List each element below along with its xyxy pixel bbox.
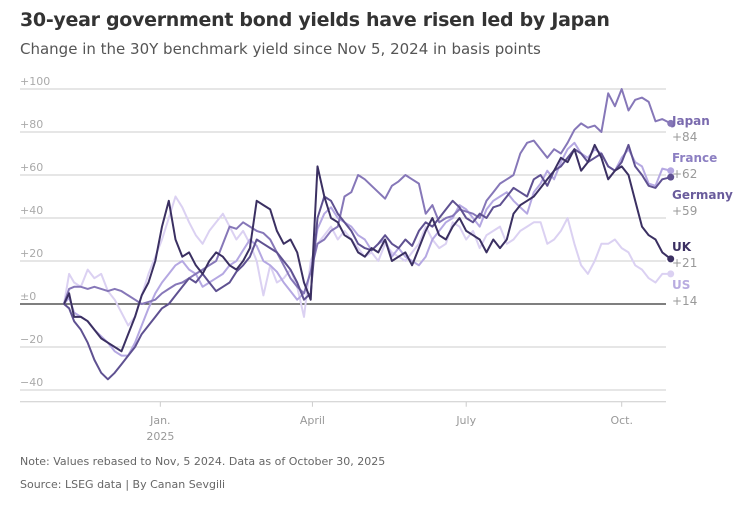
y-tick-label: +40 xyxy=(20,204,43,217)
legend-label-uk: UK xyxy=(672,240,692,254)
chart-source: Source: LSEG data | By Canan Sevgili xyxy=(20,478,226,491)
x-tick-label: Jan. xyxy=(149,414,170,427)
end-marker-us xyxy=(667,270,675,278)
legend: Japan +84 France +62 Germany +59 UK +21 US +14 xyxy=(671,114,733,308)
series-lines xyxy=(63,88,675,381)
series-line-france xyxy=(63,141,671,357)
legend-label-us: US xyxy=(672,278,690,292)
x-tick-sublabel: 2025 xyxy=(146,430,174,440)
y-tick-label: +100 xyxy=(20,75,50,88)
legend-value-france: +62 xyxy=(672,167,697,181)
x-axis: Jan. 2025 April July Oct. xyxy=(146,401,633,440)
x-tick-label: Oct. xyxy=(610,414,633,427)
end-marker-germany xyxy=(667,173,675,181)
legend-label-japan: Japan xyxy=(671,114,710,128)
end-marker-japan xyxy=(667,119,675,127)
y-tick-label: +80 xyxy=(20,118,43,131)
y-tick-label: +60 xyxy=(20,161,43,174)
legend-value-germany: +59 xyxy=(672,204,697,218)
legend-label-germany: Germany xyxy=(672,188,733,202)
series-line-japan xyxy=(63,88,672,305)
end-marker-france xyxy=(667,167,675,175)
legend-value-us: +14 xyxy=(672,294,697,308)
y-tick-label: −20 xyxy=(20,333,43,346)
x-tick-label: July xyxy=(455,414,476,427)
legend-value-uk: +21 xyxy=(672,256,697,270)
chart-title: 30-year government bond yields have rise… xyxy=(20,9,610,31)
x-tick-label: April xyxy=(300,414,325,427)
legend-label-france: France xyxy=(672,151,717,165)
y-tick-label: +20 xyxy=(20,247,43,260)
legend-value-japan: +84 xyxy=(672,130,697,144)
gridlines: +100 +80 +60 +40 +20 ±0 −20 −40 xyxy=(20,75,666,403)
y-tick-label: ±0 xyxy=(20,290,36,303)
chart-subtitle: Change in the 30Y benchmark yield since … xyxy=(20,40,541,58)
end-marker-uk xyxy=(667,255,675,263)
series-line-germany xyxy=(63,143,671,381)
line-chart: +100 +80 +60 +40 +20 ±0 −20 −40 Jan. 2025 April Ju… xyxy=(20,75,733,440)
y-tick-label: −40 xyxy=(20,376,43,389)
series-line-uk xyxy=(63,143,672,353)
chart-note: Note: Values rebased to Nov, 5 2024. Dat… xyxy=(20,455,386,468)
